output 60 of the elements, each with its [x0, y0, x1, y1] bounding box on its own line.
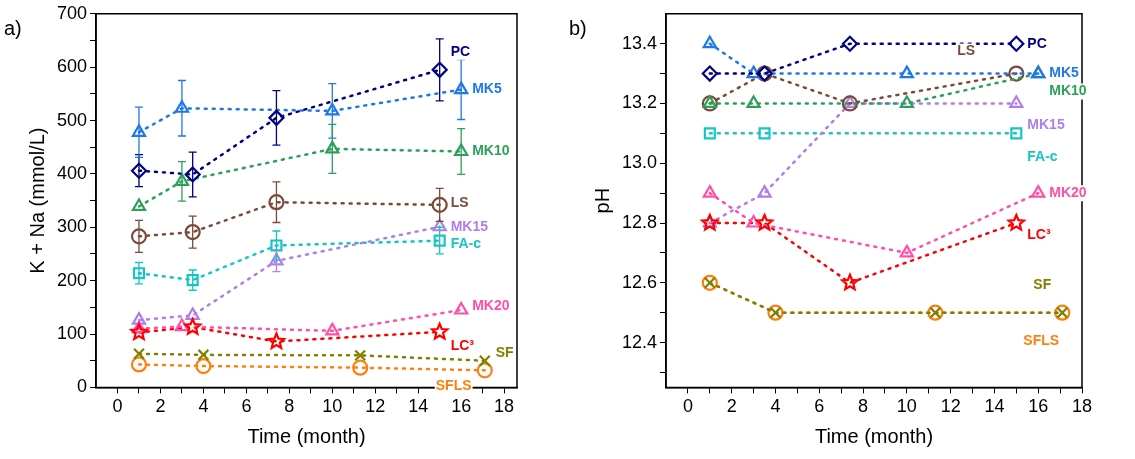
y-tick-label: 13.0 [621, 152, 658, 173]
chart-title: b) [569, 17, 587, 40]
x-tick-label: 10 [322, 396, 343, 417]
x-tick-label: 4 [198, 396, 209, 417]
x-axis-title: Time (month) [247, 424, 366, 447]
y-tick-label: 12.6 [621, 271, 658, 292]
x-tick-label: 16 [1028, 396, 1049, 417]
series-label: MK10 [1049, 82, 1087, 99]
y-tick-label: 600 [56, 56, 88, 77]
x-tick-label: 14 [408, 396, 429, 417]
series-label: MK20 [1049, 183, 1087, 200]
x-tick-label: 8 [284, 396, 295, 417]
series-label: MK20 [472, 296, 510, 313]
x-tick-label: 0 [682, 396, 693, 417]
y-tick-label: 12.4 [621, 331, 658, 352]
x-tick-label: 14 [984, 396, 1005, 417]
series-label: PC [1027, 34, 1047, 51]
x-tick-label: 12 [940, 396, 961, 417]
y-tick-label: 200 [56, 269, 88, 290]
x-tick-label: 6 [241, 396, 252, 417]
x-tick-label: 18 [494, 396, 515, 417]
y-tick-label: 100 [56, 323, 88, 343]
x-tick-label: 16 [451, 396, 472, 417]
series-label: MK5 [472, 80, 502, 97]
series-label: MK5 [1049, 64, 1079, 81]
x-tick-label: 12 [365, 396, 386, 417]
y-tick-label: 400 [56, 162, 88, 183]
x-tick-label: 0 [112, 396, 123, 417]
y-tick-label: 0 [77, 376, 88, 397]
series-label: LC³ [1027, 225, 1051, 242]
series-label: MK15 [450, 217, 489, 234]
x-tick-label: 2 [726, 396, 737, 417]
series-label: LS [957, 42, 976, 59]
y-tick-label: 13.4 [621, 32, 658, 53]
series-label: MK10 [472, 142, 510, 159]
x-tick-label: 8 [858, 396, 869, 417]
x-tick-label: 6 [814, 396, 825, 417]
series-label: FA-c [450, 235, 482, 252]
x-tick-label: 4 [770, 396, 781, 417]
x-axis-title: Time (month) [814, 424, 934, 447]
y-axis-title: K + Na (mmol/L) [25, 127, 48, 274]
series-label: LS [450, 193, 469, 210]
series-label: MK15 [1027, 116, 1065, 133]
y-tick-label: 500 [56, 109, 88, 130]
y-tick-label: 300 [56, 216, 88, 237]
y-tick-label: 700 [56, 2, 88, 23]
y-tick-label: 12.8 [621, 211, 658, 232]
y-axis-title: pH [590, 187, 613, 214]
series-label: SF [1033, 275, 1052, 292]
series-label: FA-c [1027, 148, 1058, 165]
x-tick-label: 10 [896, 396, 917, 417]
series-label: SFLS [1023, 331, 1060, 348]
series-label: SF [495, 343, 515, 360]
series-label: SFLS [435, 377, 472, 394]
y-tick-label: 13.2 [621, 92, 658, 113]
series-label: PC [450, 42, 471, 59]
x-tick-label: 18 [1071, 396, 1093, 417]
series-label: LC³ [450, 336, 475, 353]
x-tick-label: 2 [155, 396, 166, 417]
chart-title: a) [4, 17, 22, 40]
